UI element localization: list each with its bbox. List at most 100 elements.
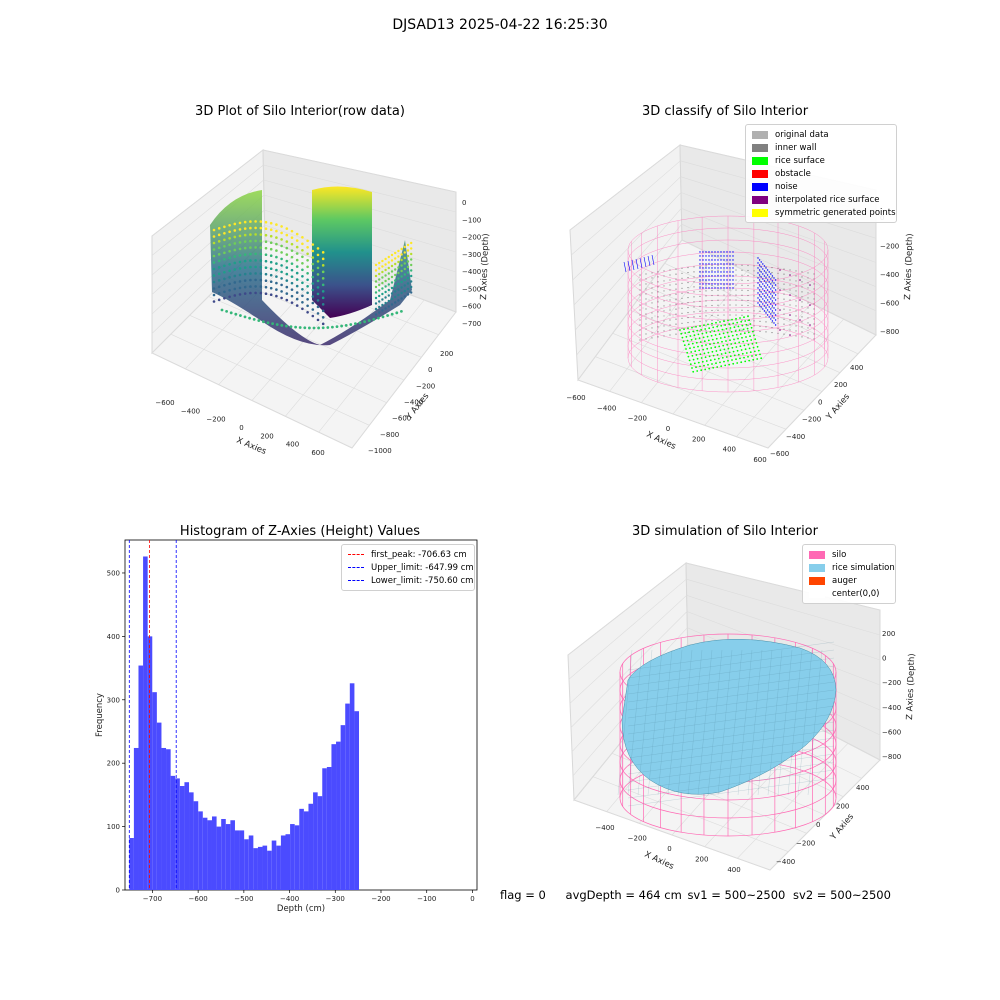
rice-surface-point bbox=[693, 346, 695, 349]
raw-data-point bbox=[306, 265, 309, 269]
histogram-bar bbox=[166, 749, 171, 890]
raw-data-point bbox=[381, 287, 384, 290]
inner-wall-point bbox=[645, 328, 647, 330]
raw-data-point bbox=[249, 233, 252, 236]
mesh-line bbox=[717, 649, 733, 796]
inner-wall-point bbox=[639, 289, 641, 291]
rice-surface-point bbox=[715, 337, 718, 340]
raw-data-point bbox=[228, 256, 231, 260]
rice-surface-point bbox=[695, 325, 697, 328]
inner-wall-point bbox=[717, 319, 719, 321]
rice-surface-point bbox=[705, 360, 708, 362]
inner-wall-point bbox=[771, 266, 773, 269]
raw-data-point bbox=[243, 315, 247, 319]
raw-data-point bbox=[397, 255, 400, 258]
rice-surface-point bbox=[687, 327, 689, 330]
noise-point bbox=[766, 289, 769, 291]
inner-wall-point bbox=[669, 324, 671, 326]
raw-data-point bbox=[234, 312, 238, 316]
rice-surface-point bbox=[704, 328, 707, 330]
raw-data-point bbox=[306, 245, 309, 249]
inner-wall-point bbox=[753, 280, 755, 282]
raw-data-point bbox=[275, 275, 278, 278]
inner-wall-point bbox=[729, 294, 731, 296]
inner-wall-point bbox=[807, 272, 809, 274]
noise-point bbox=[762, 268, 764, 270]
rice-surface-point bbox=[724, 352, 727, 355]
inner-wall-point bbox=[771, 286, 773, 289]
raw-data-point bbox=[285, 324, 288, 328]
rice-surface-point bbox=[699, 325, 701, 327]
rice-surface-point bbox=[696, 370, 699, 372]
rice-surface-point bbox=[716, 353, 719, 356]
grid-line bbox=[572, 176, 681, 281]
inner-wall-point bbox=[645, 313, 647, 315]
raw-data-point bbox=[228, 236, 231, 240]
rice-surface-point bbox=[756, 358, 759, 360]
raw-data-point bbox=[228, 275, 231, 279]
raw-data-point bbox=[301, 301, 304, 304]
grid-line bbox=[568, 578, 687, 680]
raw-data-point bbox=[269, 273, 273, 277]
noise-point bbox=[758, 259, 761, 261]
inner-wall-point bbox=[663, 305, 665, 307]
grid-line bbox=[571, 160, 681, 256]
inner-wall-point bbox=[741, 274, 743, 276]
noise-point bbox=[732, 287, 734, 289]
histogram-chart: −700 −600 −500 −400 −300 −200 −100 001002003004… bbox=[95, 539, 478, 914]
rice-surface-point bbox=[690, 338, 693, 341]
noise-point bbox=[714, 279, 716, 281]
inner-wall-point bbox=[795, 335, 797, 337]
raw-data-point bbox=[403, 289, 406, 293]
inner-wall-point bbox=[765, 321, 767, 323]
inner-wall-point bbox=[729, 314, 731, 316]
inner-wall-point bbox=[693, 316, 695, 318]
noise-point bbox=[763, 305, 766, 307]
rice-surface-point bbox=[738, 341, 741, 344]
noise-point bbox=[766, 284, 769, 286]
raw-data-point bbox=[238, 221, 242, 225]
raw-data-point bbox=[381, 309, 384, 312]
raw-data-point bbox=[254, 239, 257, 243]
inner-wall-point bbox=[675, 308, 677, 310]
raw-data-point bbox=[217, 240, 221, 243]
raw-data-point bbox=[406, 254, 410, 258]
raw-data-point bbox=[311, 243, 315, 246]
inner-wall-point bbox=[729, 274, 731, 276]
noise-point bbox=[717, 263, 719, 265]
inner-wall-point bbox=[705, 265, 707, 267]
inner-wall-point bbox=[645, 298, 647, 300]
raw-data-point bbox=[223, 257, 226, 261]
noise-point bbox=[702, 279, 704, 281]
raw-data-point bbox=[285, 246, 289, 250]
inner-wall-point bbox=[771, 271, 773, 274]
raw-data-point bbox=[321, 316, 325, 319]
inner-wall-point bbox=[801, 326, 803, 328]
simulation-y-axis-label: Y Axies bbox=[828, 812, 856, 843]
interpolated-point bbox=[799, 299, 801, 301]
raw-data-point bbox=[378, 267, 381, 270]
noise-point bbox=[729, 259, 731, 261]
inner-wall-point bbox=[663, 335, 665, 337]
mesh-line bbox=[727, 649, 743, 796]
grid-line bbox=[569, 595, 687, 704]
raw-data-point bbox=[384, 307, 387, 310]
inner-wall-point bbox=[699, 330, 701, 332]
mesh-line bbox=[657, 649, 673, 796]
inner-wall-point bbox=[705, 325, 707, 327]
rice-surface-point bbox=[732, 362, 735, 365]
inner-wall-point bbox=[681, 297, 683, 299]
raw-data-point bbox=[254, 278, 257, 282]
y-tick-label: 200 bbox=[107, 760, 120, 768]
noise-point bbox=[758, 274, 761, 276]
noise-point bbox=[765, 267, 767, 269]
inner-wall-point bbox=[765, 276, 767, 278]
mesh-line bbox=[697, 649, 713, 796]
raw-data-point bbox=[285, 227, 289, 230]
rice-surface-point bbox=[710, 334, 713, 337]
raw-data-point bbox=[321, 309, 325, 313]
raw-data-point bbox=[280, 244, 283, 248]
grid-line bbox=[575, 208, 682, 331]
noise-point bbox=[726, 287, 728, 289]
rice-surface-point bbox=[731, 318, 733, 321]
